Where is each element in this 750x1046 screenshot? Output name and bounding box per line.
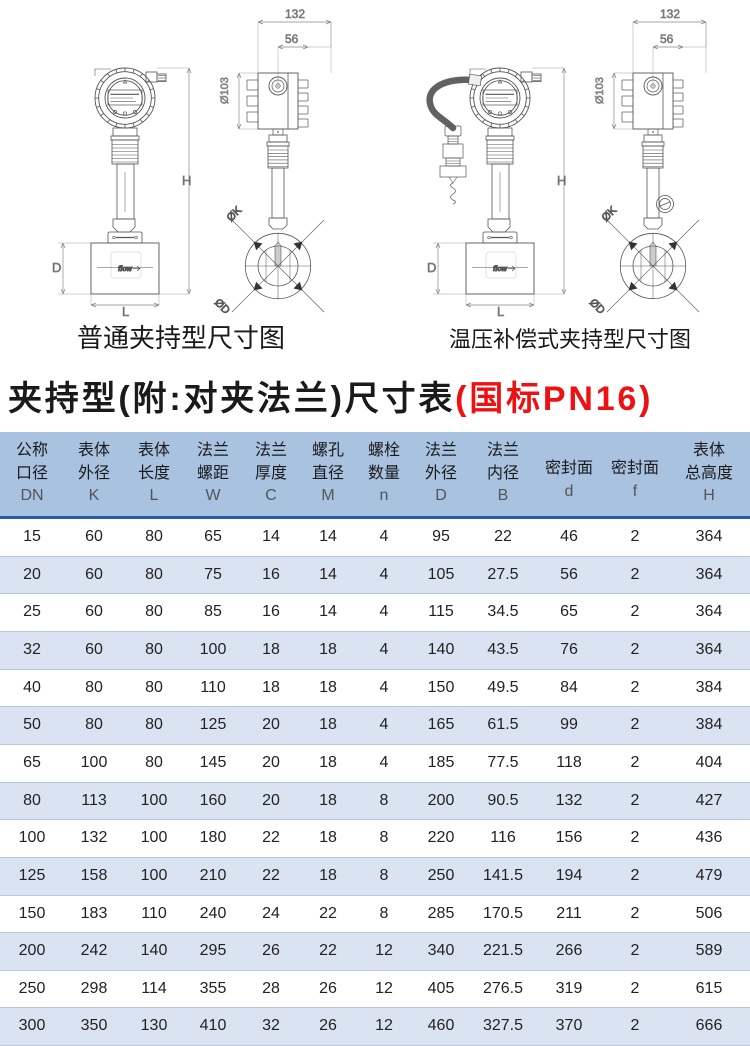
svg-text:ØK: ØK <box>225 204 245 224</box>
svg-text:ØD: ØD <box>587 297 607 317</box>
svg-text:L: L <box>497 304 504 319</box>
svg-text:普通夹持型尺寸图: 普通夹持型尺寸图 <box>77 323 285 353</box>
svg-text:132: 132 <box>660 7 680 21</box>
svg-text:Ø103: Ø103 <box>219 77 231 104</box>
svg-text:D: D <box>427 260 436 275</box>
svg-text:H: H <box>557 173 566 188</box>
svg-text:ØD: ØD <box>212 297 232 317</box>
svg-text:56: 56 <box>660 32 674 46</box>
svg-text:flow: flow <box>118 266 133 273</box>
svg-text:H: H <box>182 173 191 188</box>
svg-text:L: L <box>122 304 129 319</box>
svg-text:flow: flow <box>493 266 508 273</box>
svg-text:Ø103: Ø103 <box>594 77 606 104</box>
svg-text:56: 56 <box>285 32 299 46</box>
svg-text:ØK: ØK <box>600 204 620 224</box>
svg-text:132: 132 <box>285 7 305 21</box>
svg-text:D: D <box>52 260 61 275</box>
svg-text:温压补偿式夹持型尺寸图: 温压补偿式夹持型尺寸图 <box>449 327 691 352</box>
